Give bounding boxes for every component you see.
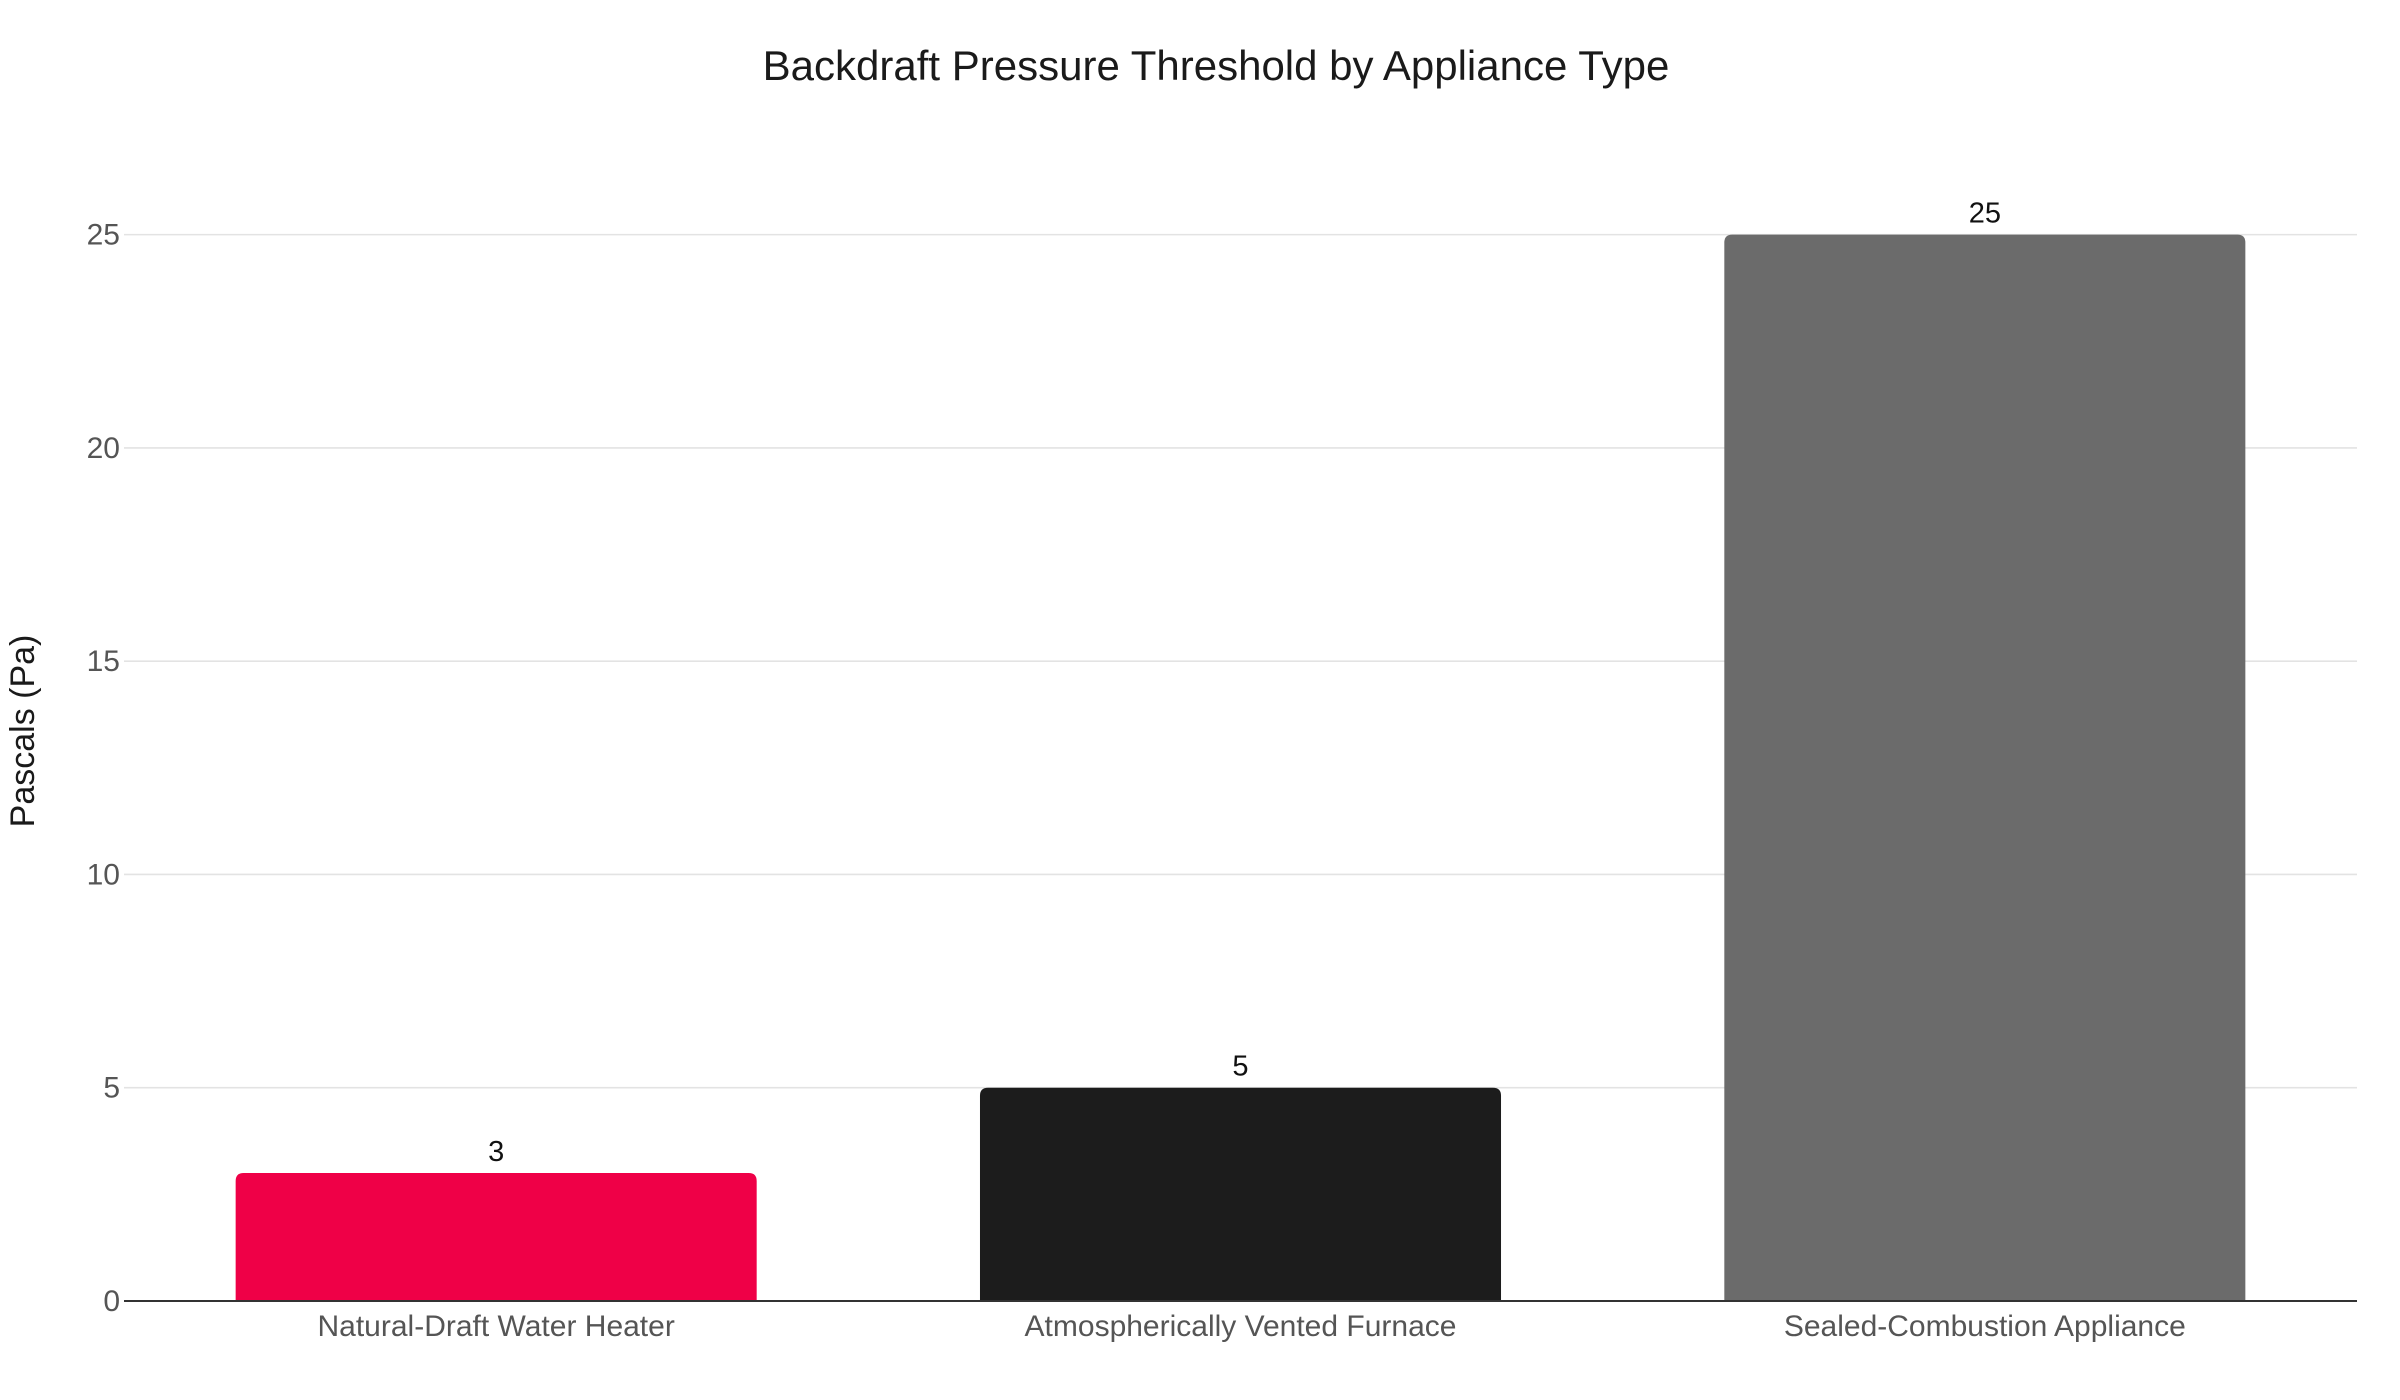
x-tick-label-3: Sealed-Combustion Appliance (1784, 1310, 2186, 1343)
bar-2 (979, 1087, 1502, 1301)
y-axis-ticks: 0 5 10 15 20 25 (87, 219, 120, 1318)
data-labels: 3 5 25 (488, 198, 2001, 1168)
y-axis-title: Pascals (Pa) (4, 635, 42, 828)
bar-3 (1724, 234, 2246, 1302)
chart-title: Backdraft Pressure Threshold by Applianc… (763, 42, 1670, 89)
y-tick-label: 15 (87, 645, 120, 678)
data-label-1: 3 (488, 1136, 504, 1168)
x-axis-ticks: Natural-Draft Water Heater Atmosphericall… (318, 1310, 2186, 1343)
y-tick-label: 20 (87, 432, 120, 465)
y-tick-label: 25 (87, 219, 120, 252)
data-label-3: 25 (1969, 198, 2001, 230)
y-tick-label: 5 (103, 1072, 120, 1105)
y-tick-label: 10 (87, 858, 120, 891)
bar-1 (235, 1173, 757, 1301)
x-tick-label-1: Natural-Draft Water Heater (318, 1310, 675, 1343)
x-tick-label-2: Atmospherically Vented Furnace (1025, 1310, 1457, 1343)
bars (235, 234, 2246, 1302)
data-label-2: 5 (1232, 1051, 1248, 1083)
y-tick-label: 0 (103, 1285, 120, 1318)
